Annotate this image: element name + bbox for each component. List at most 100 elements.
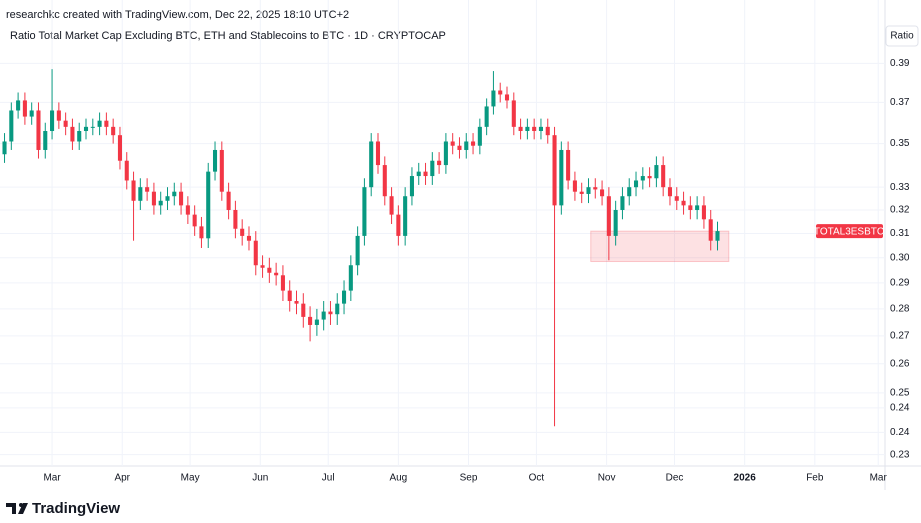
candle-body [348,265,353,291]
x-tick-label: Feb [806,473,824,484]
candle-body [151,191,156,206]
candle-body [375,141,381,166]
candle-body [579,191,584,194]
chart-title: Ratio Total Market Cap Excluding BTC, ET… [10,30,446,42]
candle-body [552,135,557,206]
x-tick-label: Sep [460,473,478,484]
candle-body [586,187,591,194]
x-tick-label: Apr [114,473,130,484]
y-tick-label: 0.39 [890,58,910,69]
candle-body [22,100,27,117]
candle-body [117,135,122,161]
scale-button[interactable] [885,25,919,47]
candle-body [199,226,204,239]
candle-body [633,180,639,188]
candle-body [532,126,537,132]
y-tick-label: 0.37 [890,97,910,108]
x-tick-label: Mar [43,473,61,484]
y-tick-label: 0.23 [890,449,910,460]
candle-body [165,196,170,201]
candle-body [287,290,292,302]
candle-body [260,265,265,268]
candle-body [43,131,48,150]
candle-body [226,191,231,210]
candle-body [328,311,333,315]
candle-body [423,171,428,177]
candle-body [145,187,150,192]
candle-body [9,110,14,142]
candle-body [708,219,713,241]
candle-body [29,110,34,117]
candle-body [457,145,462,150]
candle-body [138,187,143,201]
candle-body [382,165,387,197]
price-label-box [816,224,883,239]
scale-label: Ratio [890,31,914,42]
candle-body [280,275,285,291]
x-tick-label: May [181,473,200,484]
logo: TradingView [6,500,120,517]
candle-body [111,126,116,136]
candle-body [430,160,435,177]
candle-body [206,171,211,239]
candle-body [36,110,41,150]
candle-body [701,205,706,220]
logo-mark [6,503,28,514]
candle-body [240,228,245,236]
candle-body [355,235,360,266]
y-tick-label: 0.27 [890,330,910,341]
candle-body [559,149,564,206]
candle-body [342,290,347,304]
grid [0,0,885,466]
candle-body [90,126,95,128]
candle-body [403,196,408,236]
header: researchkc created with TradingView.com,… [6,9,349,21]
candle-body [518,126,523,132]
candle-body [464,141,469,150]
y-tick-label: 0.28 [890,304,910,315]
candle-body [674,196,679,201]
x-tick-label: 2026 [734,473,757,484]
candle-body [525,126,530,132]
highlight-zone [590,230,730,263]
candle-body [654,165,659,179]
candle-body [253,240,258,266]
candle-body [50,110,55,132]
y-tick-label: 0.26 [890,358,910,369]
y-tick-label: 0.24 [890,402,910,413]
candle-body [124,160,129,181]
candle-body [396,214,401,236]
candle-body [566,149,571,181]
candle-body [538,126,543,132]
candle-body [389,196,394,215]
candle-body [511,100,516,127]
candle-body [294,301,299,304]
candle-body [104,120,109,127]
x-tick-label: Nov [598,473,616,484]
candle-body [335,303,340,315]
candle-body [301,303,306,317]
candle-body [131,180,136,201]
candle-body [640,176,645,181]
candle-body [477,126,482,146]
candle-body [498,90,503,95]
candle-body [593,187,598,190]
candle-body [715,231,720,241]
candle-body [695,205,700,210]
y-tick-label: 0.29 [890,278,910,289]
candle-body [246,235,252,241]
candle-body [97,120,102,127]
candle-body [219,149,224,192]
candle-body [192,214,197,227]
candle-body [484,106,489,127]
logo-text: TradingView [32,500,120,517]
candle-body [362,187,367,236]
candle-body [688,205,693,210]
x-tick-label: Aug [389,473,407,484]
candle-body [314,319,319,325]
candle-body [681,200,686,206]
candle-body [437,160,442,166]
x-tick-label: Mar [870,473,888,484]
